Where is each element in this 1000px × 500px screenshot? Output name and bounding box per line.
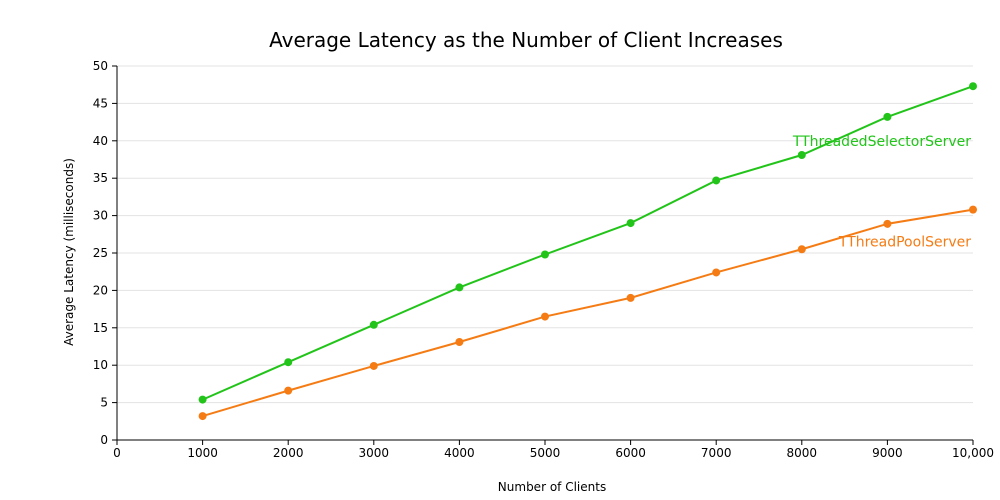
- series-line: [202, 85, 974, 401]
- data-point: [626, 219, 635, 228]
- y-tick-label: 25: [93, 246, 108, 260]
- data-point: [284, 358, 293, 367]
- y-tick-label: 10: [93, 358, 108, 372]
- y-axis-label: Average Latency (milliseconds): [62, 158, 76, 346]
- y-tick-label: 35: [93, 171, 108, 185]
- data-point: [455, 283, 464, 292]
- x-tick-label: 3000: [359, 446, 390, 460]
- y-tick-label: 40: [93, 134, 108, 148]
- y-tick-label: 30: [93, 209, 108, 223]
- y-tick-label: 5: [100, 396, 108, 410]
- x-tick-label: 10,000: [952, 446, 994, 460]
- y-tick-label: 50: [93, 59, 108, 73]
- x-tick-label: 1000: [187, 446, 218, 460]
- x-axis-label: Number of Clients: [498, 480, 606, 494]
- data-point: [541, 250, 549, 259]
- data-point: [712, 268, 721, 277]
- series-1: [198, 205, 977, 421]
- x-tick-label: 2000: [273, 446, 304, 460]
- x-tick-label: 7000: [701, 446, 732, 460]
- y-tick-label: 20: [93, 283, 108, 297]
- data-point: [369, 361, 378, 370]
- data-point: [797, 151, 806, 160]
- series-labels: TThreadedSelectorServer TThreadPoolServer: [792, 134, 971, 251]
- x-tick-label: 9000: [872, 446, 903, 460]
- data-point: [198, 412, 207, 421]
- y-tick-label: 45: [93, 96, 108, 110]
- data-point: [797, 245, 806, 254]
- series-0: [198, 82, 977, 404]
- data-point: [883, 112, 892, 121]
- data-point: [284, 386, 293, 395]
- y-tick-label: 15: [93, 321, 108, 335]
- data-point: [369, 320, 378, 329]
- chart-title: Average Latency as the Number of Client …: [269, 28, 783, 52]
- y-tick-label: 0: [100, 433, 108, 447]
- tick-labels: 0 5 10 15 20 25 30 35 40 45 50 0 1000 2000 3000 4000 500…: [93, 59, 994, 460]
- axes: [112, 65, 974, 445]
- series-line: [202, 208, 974, 418]
- x-tick-label: 4000: [444, 446, 475, 460]
- x-tick-label: 8000: [787, 446, 818, 460]
- data-point: [712, 176, 721, 185]
- series-label: TThreadedSelectorServer: [792, 134, 971, 150]
- data-point: [969, 205, 977, 214]
- x-tick-label: 6000: [615, 446, 646, 460]
- data-point: [969, 82, 977, 91]
- data-point: [198, 395, 207, 404]
- series-label: TThreadPoolServer: [838, 235, 971, 251]
- data-point: [883, 219, 892, 228]
- x-tick-label: 0: [113, 446, 121, 460]
- data-point: [626, 293, 635, 302]
- x-tick-label: 5000: [530, 446, 561, 460]
- series-layer: [198, 82, 977, 421]
- data-point: [455, 338, 464, 347]
- data-point: [541, 312, 549, 321]
